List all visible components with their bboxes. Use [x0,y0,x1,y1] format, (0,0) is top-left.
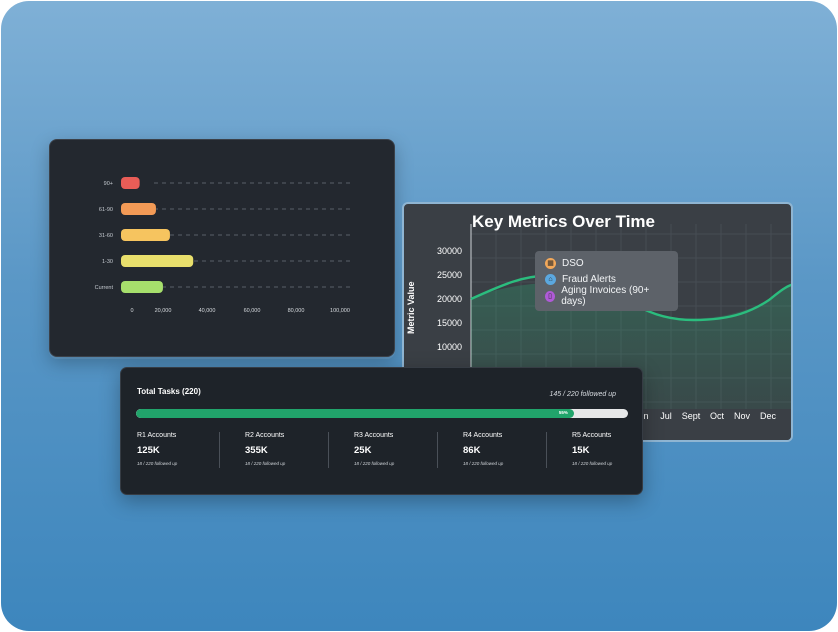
x-tick-label: Sept [682,411,701,421]
x-tick-label: 100,000 [330,308,350,314]
account-r2[interactable]: R2 Accounts 355K 18 / 220 followed up [245,432,345,468]
tasks-title: Total Tasks (220) [137,387,201,396]
account-followed: 18 / 220 followed up [463,461,504,466]
x-tick-label: Jul [660,411,672,421]
bar-31-60[interactable] [121,229,170,241]
account-r3[interactable]: R3 Accounts 25K 18 / 220 followed up [354,432,454,468]
aging-chart-card: 90+ 61-90 31-60 1-30 Current 0 20,000 40,000 60,… [49,139,395,357]
category-label: 90+ [104,181,113,187]
account-followed: 18 / 220 followed up [137,461,178,466]
y-tick-label: 15000 [437,318,462,328]
account-value: 125K [137,445,160,456]
legend-label: Aging Invoices (90+ days) [561,285,650,308]
tasks-progress-bar: 55% [136,409,628,418]
account-followed: 18 / 220 followed up [245,461,286,466]
legend-label: Fraud Alerts [562,274,616,286]
x-tick-label: Nov [734,411,751,421]
y-tick-label: 25000 [437,270,462,280]
account-r5[interactable]: R5 Accounts 15K 18 / 220 followed up [572,432,672,468]
x-tick-label: 20,000 [155,308,172,314]
tasks-progress-fill: 55% [136,409,574,418]
account-value: 15K [572,445,590,456]
x-tick-label: n [643,411,648,421]
account-value: 25K [354,445,372,456]
divider [546,432,547,468]
x-tick-label: 80,000 [288,308,305,314]
x-tick-label: 60,000 [244,308,261,314]
category-label: Current [95,285,114,291]
category-label: 31-60 [99,233,113,239]
account-name: R2 Accounts [245,432,285,439]
account-name: R4 Accounts [463,432,503,439]
bell-icon: ⌂ [545,274,556,286]
bar-90+[interactable] [121,177,140,189]
bar-61-90[interactable] [121,203,156,215]
legend-item-aging-invoices[interactable]: ▯ Aging Invoices (90+ days) [545,285,668,308]
account-value: 86K [463,445,481,456]
account-r1[interactable]: R1 Accounts 125K 18 / 220 followed up [137,432,237,468]
x-tick-label: Dec [760,411,777,421]
legend-item-fraud-alerts[interactable]: ⌂ Fraud Alerts [545,272,668,289]
aging-bar-chart: 90+ 61-90 31-60 1-30 Current 0 20,000 40,000 60,… [95,177,354,314]
tasks-followed-status: 145 / 220 followed up [549,391,616,398]
x-tick-label: 40,000 [199,308,216,314]
divider [328,432,329,468]
divider [437,432,438,468]
tasks-progress-percent: 55% [558,410,568,415]
account-followed: 18 / 220 followed up [354,461,395,466]
account-followed: 18 / 220 followed up [572,461,613,466]
total-tasks-card: Total Tasks (220) 145 / 220 followed up … [120,367,643,495]
y-tick-label: 30000 [437,246,462,256]
calendar-icon: ▦ [545,257,556,269]
x-tick-label: Oct [710,411,725,421]
account-value: 355K [245,445,268,456]
clipboard-icon: ▯ [545,290,556,302]
bar-current[interactable] [121,281,163,293]
account-r4[interactable]: R4 Accounts 86K 18 / 220 followed up [463,432,563,468]
legend-item-dso[interactable]: ▦ DSO [545,255,668,272]
y-tick-label: 10000 [437,342,462,352]
metrics-title: Key Metrics Over Time [472,212,655,231]
metrics-legend: ▦ DSO ⌂ Fraud Alerts ▯ Aging Invoices (9… [535,251,678,311]
x-tick-label: 0 [130,308,133,314]
account-name: R3 Accounts [354,432,394,439]
account-name: R1 Accounts [137,432,177,439]
metrics-y-axis-label: Metric Value [406,281,416,334]
divider [219,432,220,468]
y-tick-label: 20000 [437,294,462,304]
account-name: R5 Accounts [572,432,612,439]
legend-label: DSO [562,257,584,269]
category-label: 61-90 [99,207,113,213]
category-label: 1-30 [102,259,113,265]
bar-1-30[interactable] [121,255,194,267]
